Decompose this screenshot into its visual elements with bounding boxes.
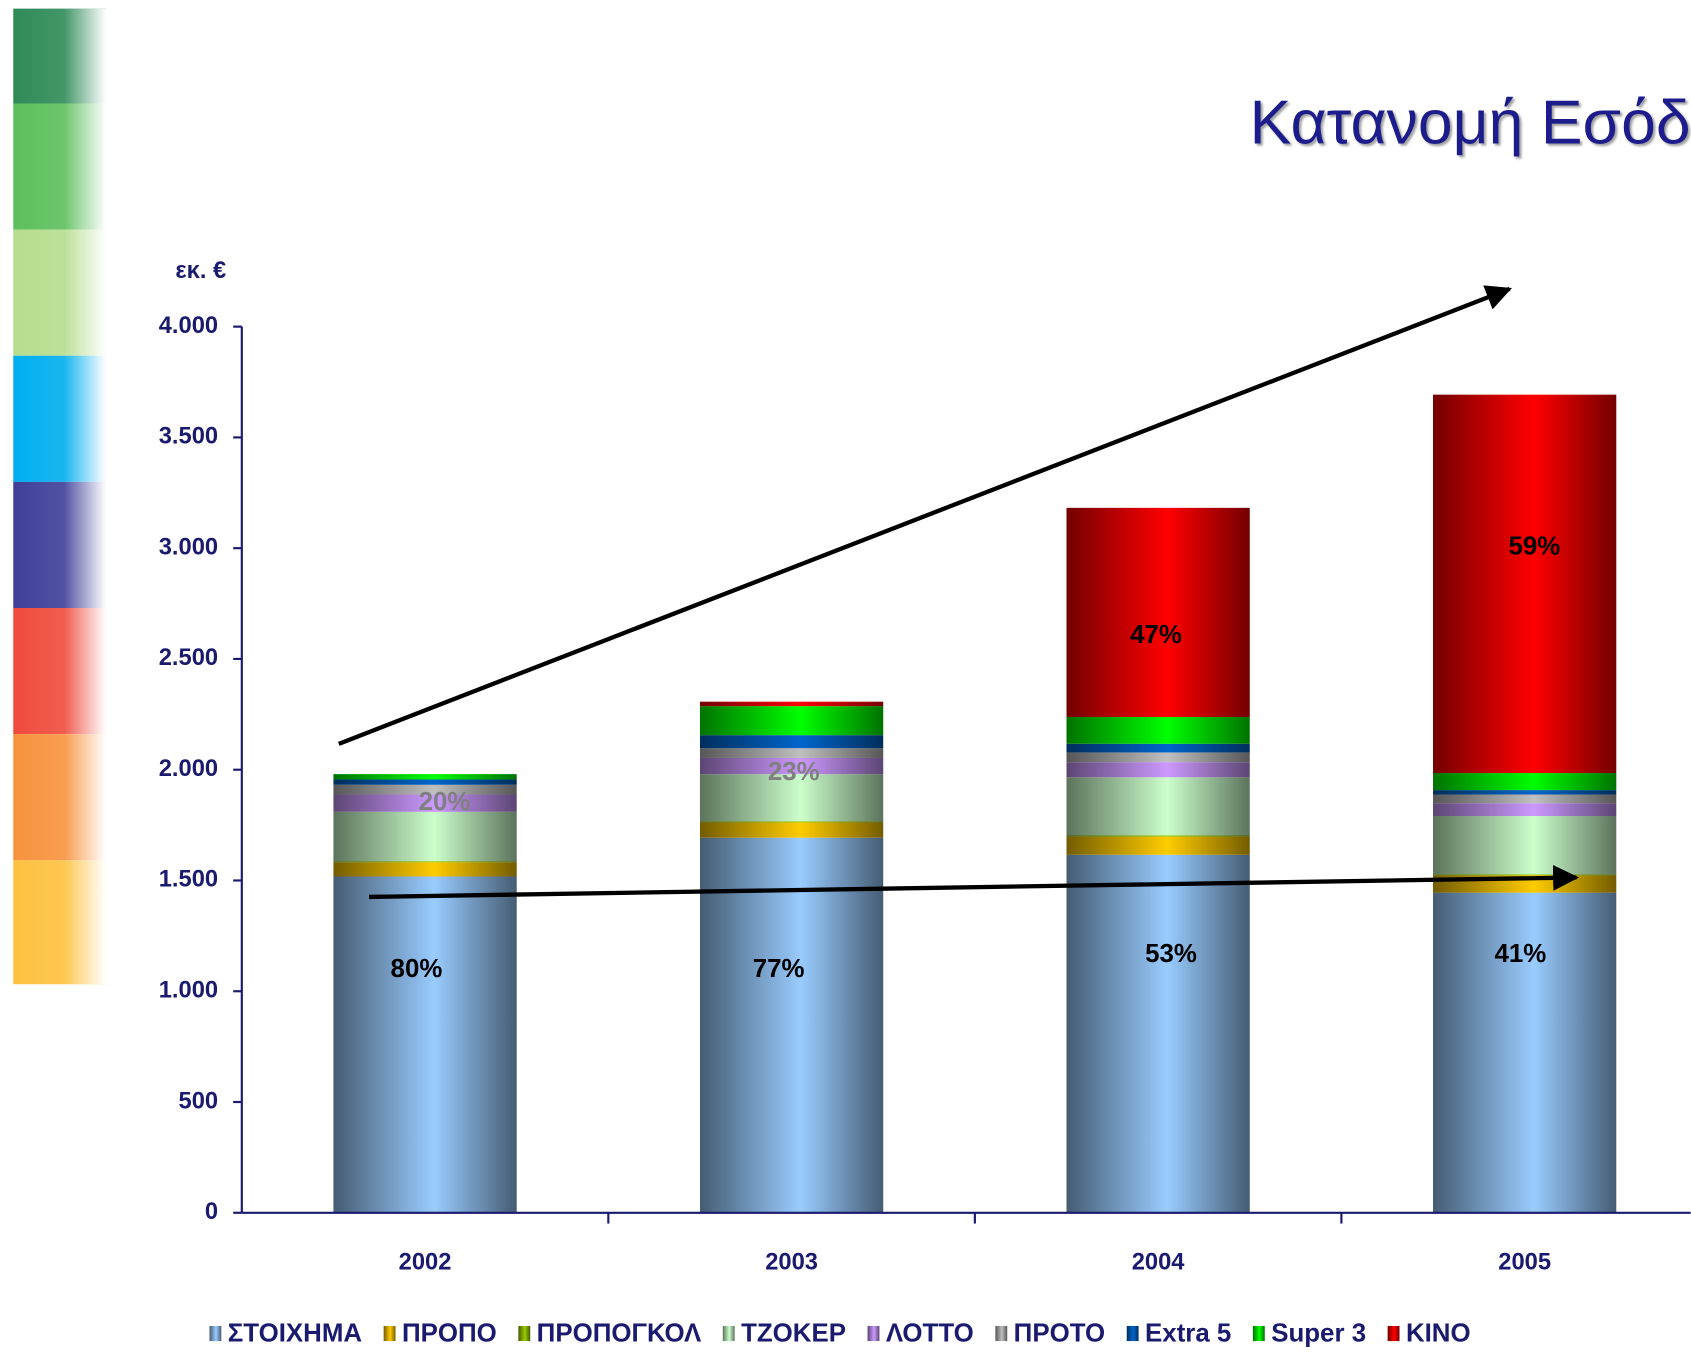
bar-segment — [1433, 394, 1617, 774]
legend-label: ΚΙΝΟ — [1406, 1319, 1471, 1347]
bar-segment — [1433, 874, 1617, 876]
legend-swatch — [867, 1325, 880, 1342]
bar-segment — [333, 811, 517, 862]
share-label: 77% — [753, 955, 805, 983]
legend-swatch — [722, 1325, 735, 1342]
y-tick-label: 3.500 — [159, 424, 218, 450]
legend-label: ΠΡΟΠΟΓΚΟΛ — [537, 1319, 702, 1347]
legend-swatch — [1387, 1325, 1400, 1342]
y-tick-label: 1.000 — [159, 978, 218, 1004]
legend: ΣΤΟΙΧΗΜΑ ΠΡΟΠΟ ΠΡΟΠΟΓΚΟΛ ΤΖΟΚΕΡ ΛΟΤΤΟ ΠΡΟΤΟ Ex… — [209, 1319, 1471, 1347]
bar-segment — [1066, 777, 1250, 836]
bar-segment — [699, 774, 884, 822]
bar-segment — [1433, 816, 1617, 875]
bar-segment — [699, 748, 884, 758]
overlay: 80% 20% 77% 23% 53% 47% 41% 59% — [391, 532, 1561, 983]
bar-segment — [1433, 794, 1617, 804]
bar-segment — [333, 794, 517, 812]
bar-segment — [1433, 790, 1617, 795]
y-tick-label: 1.500 — [159, 867, 218, 893]
legend-label: ΠΡΟΤΟ — [1014, 1319, 1105, 1347]
legend-swatch — [1126, 1325, 1139, 1342]
trend-arrow — [368, 864, 1579, 900]
chart-title: Κατανομή Εσόδ — [1250, 88, 1691, 158]
bar-segment — [1433, 803, 1617, 817]
side-strip — [13, 8, 106, 985]
share-label: 80% — [391, 955, 443, 983]
bar-segment — [1433, 892, 1617, 1213]
bar-segment — [699, 701, 884, 707]
bar-segment — [1066, 507, 1250, 717]
bar-segment — [333, 779, 517, 785]
y-tick-label: 3.000 — [159, 534, 218, 560]
bar-segment — [699, 822, 884, 838]
bar-segment — [1066, 835, 1250, 837]
trend-arrow — [338, 285, 1512, 746]
plot: 0 500 1.000 1.500 2.000 2.500 3.000 3.500 4.000 2… — [159, 313, 1617, 1276]
share-label: 59% — [1508, 532, 1560, 560]
bar-segment — [699, 837, 884, 1213]
share-label: 20% — [419, 788, 471, 816]
legend-label: ΤΖΟΚΕΡ — [741, 1319, 846, 1347]
bar-segment — [333, 861, 517, 863]
y-axis-label: εκ. € — [175, 258, 226, 284]
bar-segment — [1066, 836, 1250, 855]
legend-swatch — [383, 1325, 396, 1342]
y-tick-label: 0 — [205, 1199, 218, 1225]
legend-label: Extra 5 — [1145, 1319, 1231, 1347]
bar-segment — [1066, 762, 1250, 778]
y-tick-label: 500 — [179, 1088, 219, 1114]
share-label: 47% — [1130, 621, 1182, 649]
y-tick-label: 2.000 — [159, 756, 218, 782]
legend-swatch — [995, 1325, 1008, 1342]
share-label: 53% — [1145, 940, 1197, 968]
x-tick-label: 2004 — [1132, 1250, 1186, 1276]
bar-segment — [699, 757, 884, 775]
bar-segment — [699, 735, 884, 749]
x-tick-label: 2002 — [399, 1250, 452, 1276]
bar-segment — [1066, 752, 1250, 763]
legend-label: ΛΟΤΤΟ — [886, 1319, 974, 1347]
bar-segment — [333, 784, 517, 795]
legend-swatch — [1252, 1325, 1265, 1342]
bar-segment — [1066, 743, 1250, 753]
bar-segment — [699, 706, 884, 736]
bar-segment — [1066, 716, 1250, 744]
legend-label: Super 3 — [1271, 1319, 1366, 1347]
bar-segment — [1066, 854, 1250, 1213]
x-tick-label: 2005 — [1498, 1250, 1551, 1276]
y-tick-label: 2.500 — [159, 645, 218, 671]
legend-swatch — [209, 1325, 222, 1342]
share-label: 41% — [1494, 940, 1546, 968]
bar-segment — [1433, 773, 1617, 791]
legend-swatch — [518, 1325, 531, 1342]
bar-segment — [699, 821, 884, 823]
bar-segment — [333, 774, 517, 780]
bar-segment — [333, 876, 517, 1213]
x-tick-label: 2003 — [765, 1250, 818, 1276]
legend-label: ΣΤΟΙΧΗΜΑ — [228, 1319, 362, 1347]
bar-segment — [333, 862, 517, 877]
legend-label: ΠΡΟΠΟ — [402, 1319, 497, 1347]
y-tick-label: 4.000 — [159, 313, 218, 339]
share-label: 23% — [768, 758, 820, 786]
